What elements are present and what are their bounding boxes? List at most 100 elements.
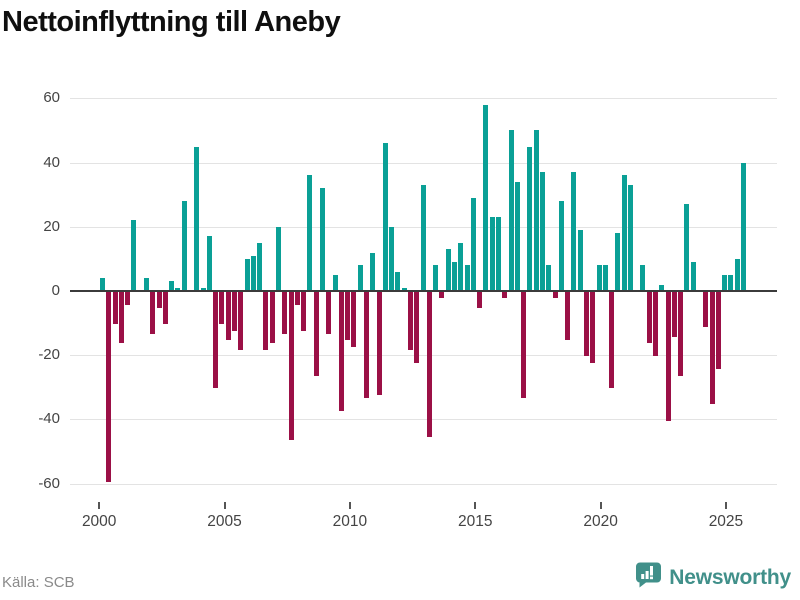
bar-2024-q1	[703, 292, 709, 328]
gridline-40	[70, 163, 777, 164]
bar-2006-q4	[269, 292, 275, 344]
y-tick-label: 40	[43, 153, 60, 171]
bar-2004-q2	[206, 236, 212, 291]
bar-2025-q1	[728, 274, 734, 291]
bar-2004-q4	[219, 292, 225, 325]
bar-2023-q1	[678, 292, 684, 376]
bar-2017-q3	[539, 172, 545, 291]
gridline-60	[70, 98, 777, 99]
bar-2011-q1	[376, 292, 382, 395]
y-tick-label: 0	[51, 282, 60, 299]
bar-2009-q1	[326, 292, 332, 334]
bar-2014-q1	[451, 262, 457, 291]
x-tick-mark	[724, 502, 727, 509]
bar-2001-q1	[125, 292, 131, 305]
bar-2003-q1	[175, 287, 181, 291]
bar-2018-q2	[558, 201, 564, 291]
bar-2008-q3	[313, 292, 319, 376]
bar-2005-q4	[244, 258, 250, 291]
x-tick-mark	[348, 502, 351, 509]
bar-2015-q1	[477, 292, 483, 309]
bar-2013-q1	[426, 292, 432, 437]
bar-2016-q2	[508, 130, 514, 291]
x-tick-mark	[474, 502, 477, 509]
bar-2005-q3	[238, 292, 244, 350]
bar-2023-q3	[690, 262, 696, 291]
bar-2002-q1	[150, 292, 156, 334]
zero-axis-line	[70, 290, 777, 292]
bar-2006-q3	[263, 292, 269, 350]
bar-2021-q3	[640, 265, 646, 291]
bar-2020-q1	[602, 265, 608, 291]
bar-2017-q4	[546, 265, 552, 291]
bar-2002-q3	[162, 292, 168, 325]
bar-2000-q1	[100, 278, 105, 291]
bar-2021-q4	[646, 292, 652, 344]
bar-2014-q3	[464, 265, 470, 291]
gridline--20	[70, 355, 777, 356]
x-tick-mark	[599, 502, 602, 509]
bar-2020-q3	[615, 233, 621, 291]
bar-2001-q4	[144, 278, 149, 291]
bar-2025-q2	[734, 258, 740, 291]
bar-2019-q2	[583, 292, 589, 357]
bar-2017-q1	[527, 146, 533, 291]
bar-2003-q4	[194, 146, 200, 291]
gridline--40	[70, 419, 777, 420]
bar-2000-q4	[118, 292, 124, 344]
bar-2016-q4	[521, 292, 526, 398]
bar-2006-q1	[250, 255, 256, 291]
bar-2017-q2	[533, 130, 539, 291]
y-tick-label: -40	[38, 410, 60, 428]
bar-2007-q1	[276, 226, 281, 291]
bar-2018-q1	[552, 292, 558, 299]
bar-2004-q3	[213, 292, 219, 389]
bar-2016-q1	[502, 292, 508, 299]
bar-2014-q4	[470, 197, 476, 291]
y-tick-label: 60	[43, 89, 60, 107]
y-tick-label: -20	[38, 346, 60, 364]
bar-2024-q3	[715, 292, 721, 370]
bar-2015-q4	[495, 217, 501, 291]
bar-2012-q4	[420, 185, 426, 291]
bar-2018-q4	[571, 172, 577, 291]
source-note: Källa: SCB	[2, 574, 75, 591]
bar-2002-q2	[156, 292, 162, 309]
newsworthy-logo[interactable]: Newsworthy	[635, 562, 791, 593]
bar-2022-q2	[659, 284, 665, 291]
newsworthy-speech-bubble-bar-chart-icon	[635, 562, 662, 593]
bar-2015-q2	[483, 104, 489, 291]
x-tick-label: 2000	[81, 513, 117, 530]
x-tick-mark	[223, 502, 226, 509]
bar-2007-q3	[288, 292, 294, 440]
bar-2006-q2	[257, 242, 263, 291]
bar-2010-q2	[357, 265, 363, 291]
bar-2002-q4	[169, 281, 175, 291]
gridline--60	[70, 484, 777, 485]
bar-2018-q3	[565, 292, 570, 341]
bar-2016-q3	[514, 181, 520, 291]
x-tick-label: 2015	[458, 513, 493, 530]
bar-2013-q4	[445, 249, 451, 291]
bar-2005-q1	[225, 292, 231, 341]
bar-2007-q2	[282, 292, 288, 334]
bar-2001-q2	[131, 220, 137, 291]
x-tick-mark	[98, 502, 101, 509]
bar-2020-q2	[609, 292, 614, 389]
bar-2011-q2	[382, 143, 388, 291]
bar-2024-q2	[709, 292, 715, 405]
bar-2025-q3	[741, 162, 746, 291]
bar-2009-q2	[332, 274, 338, 291]
bar-2004-q1	[200, 287, 206, 291]
x-tick-label: 2020	[583, 513, 618, 530]
bar-2011-q3	[389, 226, 395, 291]
bar-2020-q4	[621, 175, 627, 291]
bar-2011-q4	[395, 271, 401, 291]
bar-2014-q2	[458, 242, 464, 291]
bar-2021-q1	[627, 185, 633, 291]
bar-2012-q1	[401, 287, 407, 291]
bar-2019-q4	[596, 265, 602, 291]
chart-title: Nettoinflyttning till Aneby	[2, 6, 341, 38]
bar-2022-q4	[671, 292, 677, 337]
x-tick-label: 2025	[708, 513, 744, 530]
